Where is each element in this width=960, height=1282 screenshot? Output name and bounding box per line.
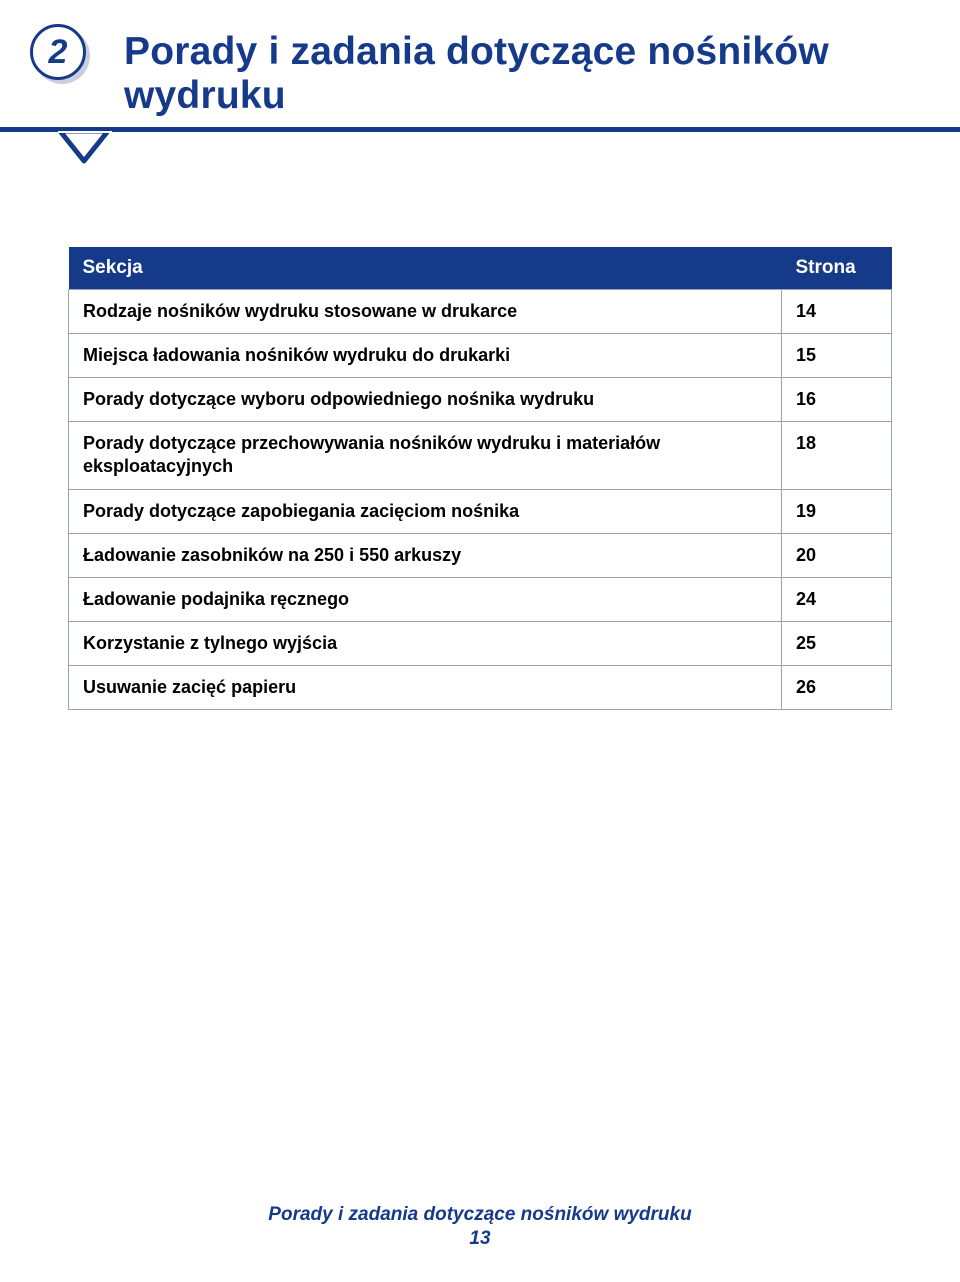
footer-title: Porady i zadania dotyczące nośników wydr…	[0, 1204, 960, 1226]
toc-table-container: Sekcja Strona Rodzaje nośników wydruku s…	[68, 247, 892, 709]
toc-table: Sekcja Strona Rodzaje nośników wydruku s…	[68, 247, 892, 709]
toc-row: Ładowanie podajnika ręcznego24	[69, 577, 892, 621]
badge-front-circle: 2	[30, 24, 86, 80]
chapter-badge: 2	[30, 24, 92, 86]
footer-page-number: 13	[0, 1228, 960, 1250]
toc-row-page[interactable]: 24	[782, 577, 892, 621]
toc-row: Rodzaje nośników wydruku stosowane w dru…	[69, 290, 892, 334]
toc-row-label[interactable]: Rodzaje nośników wydruku stosowane w dru…	[69, 290, 782, 334]
toc-row-page[interactable]: 20	[782, 533, 892, 577]
toc-header-page: Strona	[782, 247, 892, 290]
page: 2 Porady i zadania dotyczące nośników wy…	[0, 0, 960, 1282]
toc-row: Porady dotyczące zapobiegania zacięciom …	[69, 489, 892, 533]
toc-row-label[interactable]: Ładowanie podajnika ręcznego	[69, 577, 782, 621]
toc-row-page[interactable]: 14	[782, 290, 892, 334]
toc-row: Usuwanie zacięć papieru26	[69, 665, 892, 709]
page-footer: Porady i zadania dotyczące nośników wydr…	[0, 1204, 960, 1250]
toc-row-page[interactable]: 19	[782, 489, 892, 533]
toc-row: Porady dotyczące przechowywania nośników…	[69, 422, 892, 489]
chapter-number: 2	[49, 33, 68, 72]
toc-row-label[interactable]: Porady dotyczące przechowywania nośników…	[69, 422, 782, 489]
toc-row-label[interactable]: Usuwanie zacięć papieru	[69, 665, 782, 709]
toc-row-label[interactable]: Porady dotyczące wyboru odpowiedniego no…	[69, 378, 782, 422]
toc-row: Ładowanie zasobników na 250 i 550 arkusz…	[69, 533, 892, 577]
toc-row: Porady dotyczące wyboru odpowiedniego no…	[69, 378, 892, 422]
toc-row-label[interactable]: Ładowanie zasobników na 250 i 550 arkusz…	[69, 533, 782, 577]
toc-row-label[interactable]: Miejsca ładowania nośników wydruku do dr…	[69, 334, 782, 378]
toc-row-page[interactable]: 15	[782, 334, 892, 378]
toc-row-page[interactable]: 26	[782, 665, 892, 709]
divider-notch-icon	[58, 131, 112, 171]
toc-row-label[interactable]: Korzystanie z tylnego wyjścia	[69, 621, 782, 665]
toc-row-page[interactable]: 16	[782, 378, 892, 422]
toc-row: Korzystanie z tylnego wyjścia25	[69, 621, 892, 665]
toc-row-label[interactable]: Porady dotyczące zapobiegania zacięciom …	[69, 489, 782, 533]
divider-bar	[0, 127, 960, 132]
toc-header-section: Sekcja	[69, 247, 782, 290]
toc-body: Rodzaje nośników wydruku stosowane w dru…	[69, 290, 892, 709]
toc-row: Miejsca ładowania nośników wydruku do dr…	[69, 334, 892, 378]
chapter-title: Porady i zadania dotyczące nośników wydr…	[124, 30, 892, 117]
toc-row-page[interactable]: 25	[782, 621, 892, 665]
toc-header-row: Sekcja Strona	[69, 247, 892, 290]
divider	[68, 127, 892, 183]
toc-row-page[interactable]: 18	[782, 422, 892, 489]
